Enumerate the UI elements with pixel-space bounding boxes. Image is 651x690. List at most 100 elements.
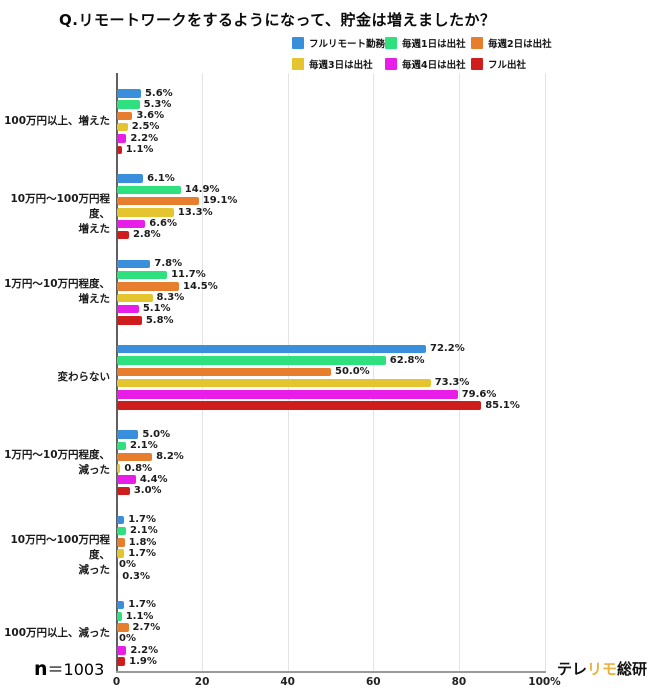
bar <box>117 623 129 632</box>
bar <box>117 270 168 280</box>
bar <box>117 367 331 376</box>
legend-label: 毎週2日は出社 <box>488 38 552 50</box>
legend-item: 毎週4日は出社 <box>385 57 466 71</box>
bar <box>117 356 386 365</box>
bar-value-label: 8.3% <box>156 292 185 303</box>
x-tick-label: 20 <box>194 676 210 688</box>
bar <box>117 646 127 655</box>
bar-value-label: 0% <box>119 559 136 571</box>
bar-value-label: 73.3% <box>434 377 470 389</box>
bar <box>117 600 125 610</box>
bar <box>117 464 121 473</box>
sample-size: n＝1003 <box>34 656 104 680</box>
category-label: 変わらない <box>57 370 111 383</box>
bar-value-label: 1.1% <box>125 610 154 622</box>
bar-value-label: 0.8% <box>124 462 153 474</box>
bar-value-label: 3.0% <box>133 485 162 497</box>
legend-item: フルリモート勤務 <box>292 36 386 50</box>
x-axis-line <box>115 671 546 673</box>
legend-label: フルリモート勤務 <box>309 38 386 50</box>
bar-value-label: 0.3% <box>122 570 151 582</box>
bar <box>117 344 427 354</box>
bar <box>117 452 153 462</box>
legend-label: 毎週3日は出社 <box>309 59 373 71</box>
bar-value-label: 4.4% <box>139 473 168 485</box>
bar <box>117 185 181 195</box>
category-label: 10万円～100万円程度、 増えた <box>10 192 110 235</box>
brand-logo-part3: 総研 <box>616 660 647 678</box>
bar-value-label: 13.3% <box>177 206 213 218</box>
bar <box>117 145 122 154</box>
bar-value-label: 1.7% <box>128 514 156 525</box>
brand-logo: テレリモ総研 <box>557 658 647 679</box>
bar <box>117 174 144 183</box>
bar <box>117 526 126 536</box>
x-tick-label: 60 <box>365 676 381 688</box>
legend-swatch <box>292 57 304 70</box>
bar <box>117 230 129 240</box>
category-label: 10万円～100万円程度、 減った <box>10 534 110 576</box>
bar <box>117 259 151 269</box>
y-axis-line <box>115 73 118 671</box>
bar-value-label: 2.2% <box>130 132 159 144</box>
bar-value-label: 79.6% <box>461 388 497 400</box>
grid-line <box>544 73 546 671</box>
bar-value-label: 85.1% <box>485 399 520 411</box>
bar-value-label: 6.1% <box>147 172 175 184</box>
bar <box>117 430 139 439</box>
bar-value-label: 2.7% <box>132 621 161 633</box>
bar-value-label: 5.8% <box>145 314 174 326</box>
bar-value-label: 2.8% <box>132 229 161 241</box>
bar-value-label: 1.7% <box>128 599 156 611</box>
x-tick-label: 80 <box>451 676 467 688</box>
bar <box>117 486 130 496</box>
bar <box>117 390 458 399</box>
bar <box>117 134 127 143</box>
legend-label: 毎週1日は出社 <box>402 38 466 50</box>
bar <box>117 657 126 666</box>
bar-value-label: 5.6% <box>144 87 173 99</box>
bar <box>117 122 128 132</box>
bar <box>117 378 431 388</box>
bar <box>117 538 125 547</box>
bar-value-label: 1.7% <box>128 547 156 559</box>
bar-value-label: 6.6% <box>149 218 177 229</box>
legend-item: 毎週2日は出社 <box>471 36 552 50</box>
bar <box>117 304 139 314</box>
sample-size-n: n <box>34 658 48 680</box>
bar <box>117 196 199 206</box>
bar-value-label: 2.2% <box>130 644 159 656</box>
chart-title: Q.リモートワークをするようになって、貯金は増えましたか？ <box>59 11 496 29</box>
bar-value-label: 5.1% <box>142 303 171 315</box>
bar-value-label: 3.6% <box>136 110 165 122</box>
legend-swatch <box>471 36 483 49</box>
bar-value-label: 11.7% <box>171 269 206 281</box>
bar <box>117 219 146 228</box>
category-label: 1万円～10万円程度、 減った <box>4 448 110 476</box>
x-tick-label: 40 <box>280 676 295 688</box>
brand-logo-part1: テレ <box>556 660 587 678</box>
bar-value-label: 1.9% <box>129 655 157 667</box>
legend-swatch <box>292 36 304 49</box>
bar-value-label: 2.1% <box>129 440 158 451</box>
bar <box>117 293 153 302</box>
bar-value-label: 14.9% <box>184 184 220 196</box>
legend-label: 毎週4日は出社 <box>402 59 466 71</box>
bar <box>117 441 126 450</box>
legend-item: 毎週1日は出社 <box>385 36 466 50</box>
bar <box>117 612 122 621</box>
bar-value-label: 1.8% <box>128 536 157 548</box>
bar-value-label: 14.5% <box>183 280 218 292</box>
bar <box>117 515 125 524</box>
legend-swatch <box>385 36 397 49</box>
bar-value-label: 62.8% <box>389 354 425 366</box>
legend-item: 毎週3日は出社 <box>292 57 373 71</box>
bar <box>117 208 174 217</box>
bar-value-label: 2.5% <box>131 121 160 133</box>
grid-line <box>458 73 460 671</box>
bar-value-label: 19.1% <box>202 195 238 207</box>
category-label: 1万円～10万円程度、 増えた <box>4 278 110 306</box>
category-label: 100万円以上、減った <box>4 626 110 639</box>
bar-value-label: 50.0% <box>335 366 370 377</box>
